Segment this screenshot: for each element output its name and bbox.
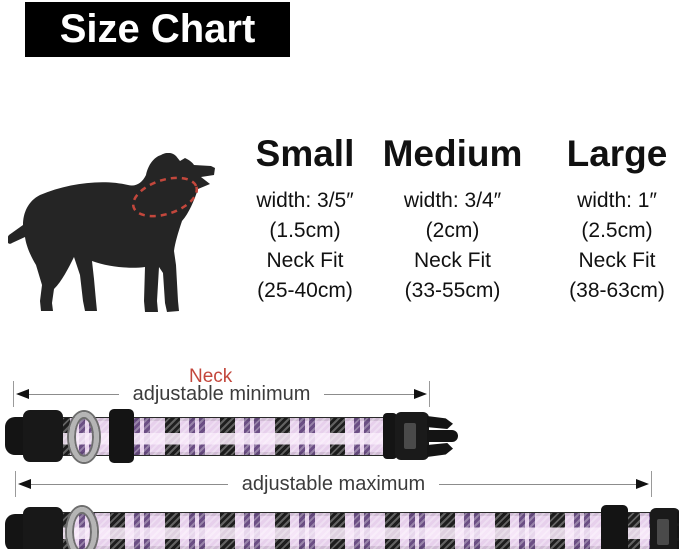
size-width-cm: (2.5cm) xyxy=(581,219,653,242)
size-fit-range: (33-55cm) xyxy=(404,279,501,302)
measure-adjustable-maximum: adjustable maximum xyxy=(15,471,652,497)
buckle-male-body xyxy=(395,412,429,460)
size-column-medium: Medium width: 3/4″ (2cm) Neck Fit (33-55… xyxy=(370,134,535,306)
buckle-prong xyxy=(427,430,458,442)
measure-line xyxy=(29,393,119,395)
tri-glide-slider xyxy=(109,409,134,463)
collar-strap xyxy=(55,417,401,456)
measure-label: adjustable maximum xyxy=(241,472,426,495)
size-column-large: Large width: 1″ (2.5cm) Neck Fit (38-63c… xyxy=(542,134,679,306)
size-name: Small xyxy=(255,133,355,174)
size-width: width: 1″ xyxy=(577,189,657,212)
strap-keeper xyxy=(383,413,397,459)
buckle-female xyxy=(5,507,63,549)
buckle-male-body xyxy=(650,508,679,549)
collar-maximum-photo xyxy=(5,503,679,549)
d-ring xyxy=(69,412,99,462)
collar-minimum-photo xyxy=(5,407,458,467)
size-fit-range: (25-40cm) xyxy=(257,279,353,302)
measure-line xyxy=(439,483,637,485)
size-width: width: 3/5″ xyxy=(256,189,354,212)
size-width-cm: (1.5cm) xyxy=(269,219,341,242)
neck-circle-annotation xyxy=(131,176,199,218)
collar-strap-end xyxy=(625,512,653,549)
page-title: Size Chart xyxy=(59,7,256,51)
measure-line xyxy=(324,393,415,395)
arrow-right-icon xyxy=(636,479,650,489)
size-name: Large xyxy=(566,133,668,174)
arrow-left-icon xyxy=(16,389,29,399)
neck-label: Neck xyxy=(189,366,233,387)
size-chart-banner: Size Chart xyxy=(25,2,290,57)
buckle-prong xyxy=(677,512,679,525)
size-fit-range: (38-63cm) xyxy=(569,279,665,302)
arrow-left-icon xyxy=(18,479,31,489)
d-ring xyxy=(67,507,97,549)
dog-silhouette xyxy=(7,152,215,312)
buckle-prong xyxy=(427,443,453,457)
size-name: Medium xyxy=(382,133,523,174)
size-fit-title: Neck Fit xyxy=(413,249,491,272)
size-width-cm: (2cm) xyxy=(425,219,480,242)
measure-line xyxy=(31,483,228,485)
dog-diagram: Neck xyxy=(7,152,232,387)
size-width: width: 3/4″ xyxy=(403,189,502,212)
buckle-prong xyxy=(677,539,679,549)
measure-label: adjustable minimum xyxy=(132,382,311,405)
size-column-small: Small width: 3/5″ (1.5cm) Neck Fit (25-4… xyxy=(225,134,385,306)
tri-glide-slider xyxy=(601,505,628,549)
buckle-female xyxy=(5,410,63,462)
measure-adjustable-minimum: adjustable minimum xyxy=(13,381,430,407)
buckle-prong xyxy=(427,416,453,429)
size-fit-title: Neck Fit xyxy=(578,249,656,272)
size-fit-title: Neck Fit xyxy=(266,249,344,272)
collar-strap xyxy=(55,512,613,549)
buckle-prong xyxy=(677,526,679,538)
arrow-right-icon xyxy=(414,389,428,399)
